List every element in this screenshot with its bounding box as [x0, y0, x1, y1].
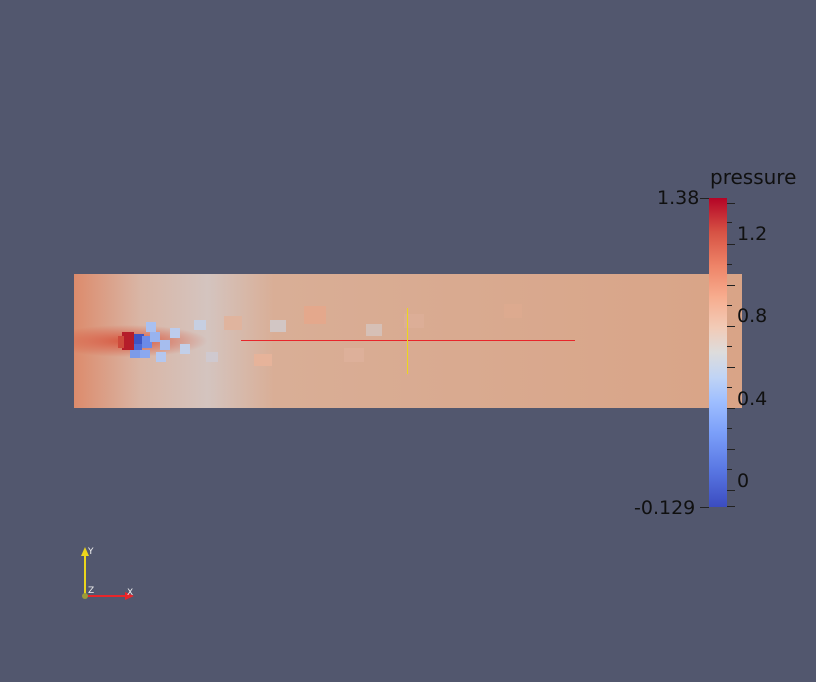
pressure-field-domain: [74, 274, 742, 408]
colorbar-tick: [727, 449, 735, 450]
colorbar-tick: [727, 490, 735, 491]
z-axis-origin-icon: [82, 593, 88, 599]
colorbar-tick: [727, 506, 735, 507]
colorbar-min-tick: [700, 507, 709, 508]
y-axis-arrow-icon: [81, 547, 89, 556]
colorbar-tick-label: 0.4: [737, 388, 768, 410]
x-axis-arrow-icon: [125, 592, 134, 600]
y-axis-label: Y: [87, 547, 94, 557]
colorbar-tick: [727, 367, 735, 368]
line-probe-vertical[interactable]: [407, 308, 408, 374]
colorbar-tick: [727, 305, 732, 306]
x-axis-label: X: [127, 588, 133, 598]
colorbar-tick: [727, 203, 735, 204]
colorbar-tick: [727, 244, 735, 245]
colorbar-tick-label: 0: [737, 470, 750, 492]
colorbar-max-label: 1.38: [657, 187, 700, 209]
colorbar-tick: [727, 264, 732, 265]
colorbar-tick: [727, 469, 732, 470]
colorbar-min-label: -0.129: [634, 497, 696, 519]
colorbar-max-tick: [700, 198, 709, 199]
colorbar: [709, 198, 727, 507]
colorbar-tick-label: 1.2: [737, 223, 768, 245]
colorbar-tick: [727, 326, 735, 327]
colorbar-tick: [727, 285, 735, 286]
colorbar-tick: [727, 428, 732, 429]
line-probe-horizontal[interactable]: [241, 340, 575, 341]
colorbar-tick: [727, 387, 732, 388]
orientation-axes-widget: Y X Z: [70, 540, 150, 610]
z-axis-label: Z: [88, 586, 94, 596]
colorbar-tick: [727, 346, 732, 347]
colorbar-tick: [727, 222, 732, 223]
colorbar-title: pressure: [710, 165, 797, 189]
colorbar-tick: [727, 408, 735, 409]
pressure-field-image: [74, 274, 742, 408]
colorbar-tick-label: 0.8: [737, 305, 768, 327]
